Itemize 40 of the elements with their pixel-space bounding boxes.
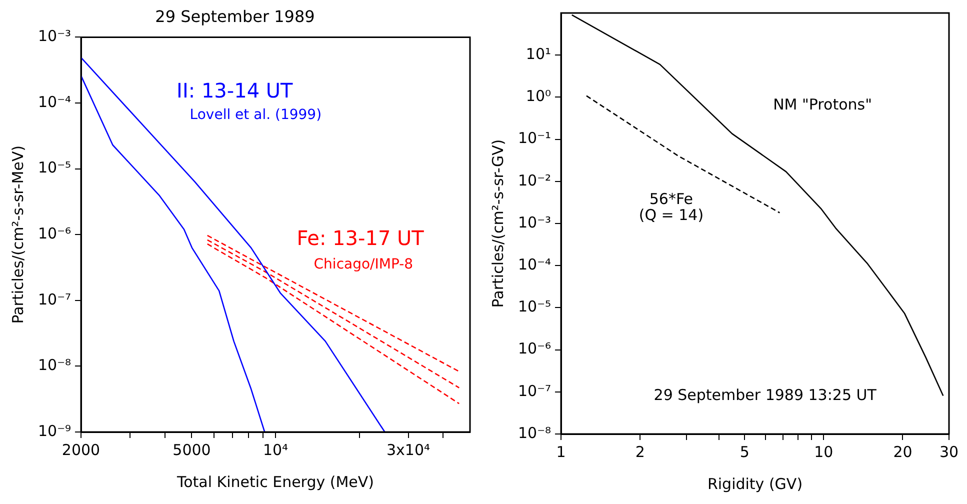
x-tick-label: 10⁴: [262, 440, 288, 459]
y-tick-label: 10⁻⁵: [38, 158, 72, 177]
annotation: 56*Fe: [649, 190, 694, 208]
y-tick-label: 10⁻⁶: [38, 224, 72, 242]
annotation: 29 September 1989 13:25 UT: [654, 386, 878, 404]
annotation: II: 13-14 UT: [176, 78, 294, 102]
y-tick-label: 10⁻²: [518, 171, 552, 190]
x-tick-label: 1: [556, 442, 566, 461]
y-tick-label: 10⁻⁷: [38, 290, 72, 308]
x-tick-label: 3x10⁴: [386, 440, 430, 459]
x-axis-title: Total Kinetic Energy (MeV): [176, 472, 374, 491]
y-axis-title: Particles/(cm²-s-sr-GV): [488, 139, 507, 308]
y-tick-label: 10⁻³: [518, 213, 552, 232]
chart-title: 29 September 1989: [155, 6, 315, 26]
annotation: (Q = 14): [638, 206, 704, 224]
y-axis-title: Particles/(cm²-s-sr-MeV): [8, 145, 27, 324]
annotation: Fe: 13-17 UT: [296, 226, 425, 250]
y-tick-label: 10⁻⁶: [518, 340, 552, 358]
y-tick-label: 10⁻⁹: [38, 422, 72, 440]
x-tick-label: 30: [939, 442, 959, 461]
annotation: NM "Protons": [773, 96, 872, 114]
y-tick-label: 10¹: [526, 44, 552, 63]
annotation: Chicago/IMP-8: [314, 256, 414, 273]
y-tick-label: 10⁻¹: [518, 129, 552, 148]
y-tick-label: 10⁻³: [38, 27, 72, 46]
x-tick-label: 5000: [172, 440, 211, 459]
x-tick-label: 20: [893, 442, 912, 461]
y-tick-label: 10⁻⁵: [518, 298, 552, 316]
x-tick-label: 5: [740, 442, 750, 461]
x-tick-label: 2: [635, 442, 645, 461]
annotation: Lovell et al. (1999): [190, 107, 322, 124]
y-tick-label: 10⁻⁴: [38, 92, 72, 111]
x-tick-label: 2000: [62, 440, 100, 459]
y-tick-label: 10⁻⁷: [518, 382, 552, 400]
y-tick-label: 10⁻⁴: [518, 255, 552, 274]
y-tick-label: 10⁻⁸: [518, 424, 552, 442]
y-tick-label: 10⁰: [526, 87, 552, 106]
x-axis-title: Rigidity (GV): [707, 474, 803, 493]
y-tick-label: 10⁻⁸: [38, 356, 72, 374]
x-tick-label: 10: [814, 442, 834, 461]
